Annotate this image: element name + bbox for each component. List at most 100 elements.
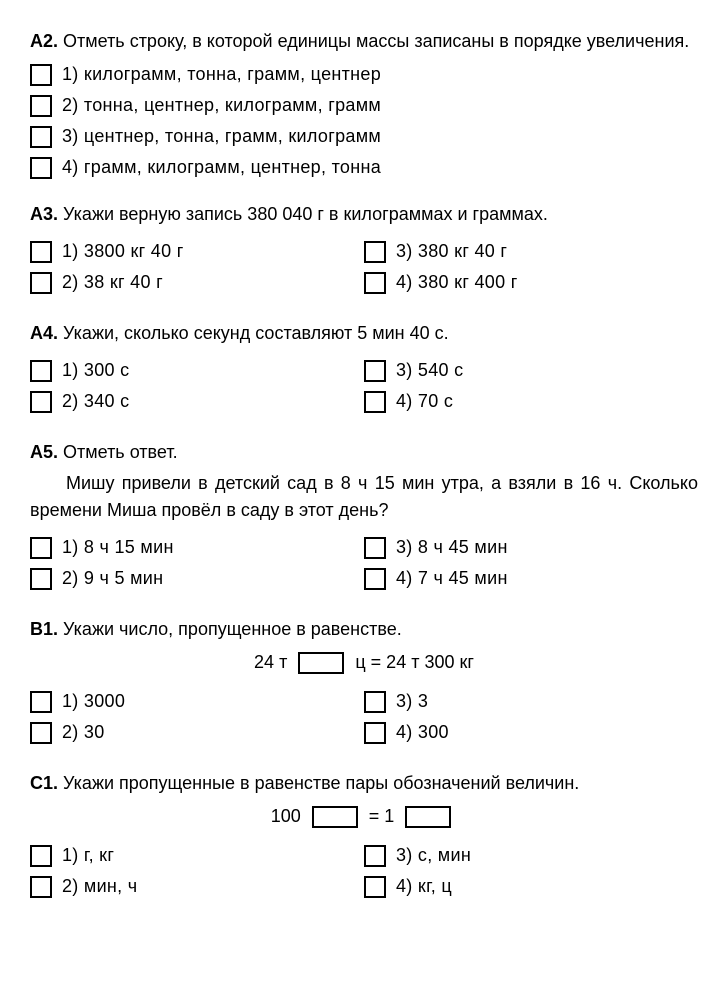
option-row: 1) 8 ч 15 мин [30, 534, 364, 561]
checkbox[interactable] [30, 876, 52, 898]
question-label: А3. [30, 204, 58, 224]
checkbox[interactable] [30, 157, 52, 179]
checkbox[interactable] [30, 845, 52, 867]
checkbox[interactable] [30, 95, 52, 117]
blank-box[interactable] [312, 806, 358, 828]
checkbox[interactable] [30, 360, 52, 382]
options-col-left: 1) 3000 2) 30 [30, 684, 364, 750]
option-row: 2) 340 с [30, 388, 364, 415]
option-text: 3) 8 ч 45 мин [396, 534, 508, 561]
option-row: 3) 8 ч 45 мин [364, 534, 698, 561]
question-label: А4. [30, 323, 58, 343]
question-text: Укажи, сколько секунд составляют 5 мин 4… [63, 323, 449, 343]
checkbox[interactable] [30, 126, 52, 148]
checkbox[interactable] [30, 691, 52, 713]
option-text: 2) 340 с [62, 388, 129, 415]
blank-box[interactable] [405, 806, 451, 828]
option-row: 1) 3800 кг 40 г [30, 238, 364, 265]
equation-before: 24 т [254, 652, 287, 672]
checkbox[interactable] [30, 537, 52, 559]
question-label: В1. [30, 619, 58, 639]
question-head: А4. Укажи, сколько секунд составляют 5 м… [30, 320, 698, 347]
option-row: 4) кг, ц [364, 873, 698, 900]
options-col-left: 1) 300 с 2) 340 с [30, 353, 364, 419]
checkbox[interactable] [364, 722, 386, 744]
checkbox[interactable] [364, 537, 386, 559]
checkbox[interactable] [30, 722, 52, 744]
option-text: 1) 3800 кг 40 г [62, 238, 184, 265]
question-a2: А2. Отметь строку, в которой единицы мас… [30, 28, 698, 181]
option-text: 2) 9 ч 5 мин [62, 565, 163, 592]
options-col-right: 3) с, мин 4) кг, ц [364, 838, 698, 904]
question-label: А2. [30, 31, 58, 51]
option-row: 3) 540 с [364, 357, 698, 384]
option-text: 1) г, кг [62, 842, 114, 869]
options: 1) 3000 2) 30 3) 3 4) 300 [30, 684, 698, 750]
option-row: 4) 70 с [364, 388, 698, 415]
option-row: 1) 3000 [30, 688, 364, 715]
checkbox[interactable] [364, 568, 386, 590]
option-text: 4) 7 ч 45 мин [396, 565, 508, 592]
options-col-right: 3) 8 ч 45 мин 4) 7 ч 45 мин [364, 530, 698, 596]
checkbox[interactable] [364, 391, 386, 413]
checkbox[interactable] [30, 272, 52, 294]
option-text: 1) 3000 [62, 688, 125, 715]
question-a4: А4. Укажи, сколько секунд составляют 5 м… [30, 320, 698, 419]
question-head: А5. Отметь ответ. Мишу привели в детский… [30, 439, 698, 524]
checkbox[interactable] [364, 272, 386, 294]
options-col-right: 3) 540 с 4) 70 с [364, 353, 698, 419]
option-row: 3) 380 кг 40 г [364, 238, 698, 265]
checkbox[interactable] [364, 691, 386, 713]
option-row: 4) 7 ч 45 мин [364, 565, 698, 592]
option-row: 3) центнер, тонна, грамм, килограмм [30, 123, 698, 150]
checkbox[interactable] [364, 876, 386, 898]
checkbox[interactable] [30, 391, 52, 413]
option-row: 1) 300 с [30, 357, 364, 384]
checkbox[interactable] [30, 241, 52, 263]
equation-line: 100 = 1 [30, 803, 698, 830]
options: 1) г, кг 2) мин, ч 3) с, мин 4) кг, ц [30, 838, 698, 904]
option-text: 1) 300 с [62, 357, 129, 384]
option-text: 2) 38 кг 40 г [62, 269, 163, 296]
option-text: 1) килограмм, тонна, грамм, центнер [62, 61, 381, 88]
options-col-right: 3) 380 кг 40 г 4) 380 кг 400 г [364, 234, 698, 300]
question-text: Отметь ответ. [63, 442, 178, 462]
option-text: 3) 3 [396, 688, 428, 715]
options: 1) килограмм, тонна, грамм, центнер 2) т… [30, 61, 698, 181]
checkbox[interactable] [30, 64, 52, 86]
option-text: 4) 380 кг 400 г [396, 269, 518, 296]
option-text: 2) тонна, центнер, килограмм, грамм [62, 92, 381, 119]
option-row: 3) 3 [364, 688, 698, 715]
options-col-left: 1) 3800 кг 40 г 2) 38 кг 40 г [30, 234, 364, 300]
option-row: 4) 380 кг 400 г [364, 269, 698, 296]
option-text: 4) 70 с [396, 388, 453, 415]
option-text: 4) кг, ц [396, 873, 452, 900]
option-row: 4) 300 [364, 719, 698, 746]
question-a5: А5. Отметь ответ. Мишу привели в детский… [30, 439, 698, 596]
blank-box[interactable] [298, 652, 344, 674]
question-head: С1. Укажи пропущенные в равенстве пары о… [30, 770, 698, 797]
option-row: 3) с, мин [364, 842, 698, 869]
question-text: Отметь строку, в которой единицы массы з… [63, 31, 689, 51]
question-label: А5. [30, 442, 58, 462]
option-row: 2) 30 [30, 719, 364, 746]
question-text: Укажи число, пропущенное в равенстве. [63, 619, 402, 639]
option-text: 1) 8 ч 15 мин [62, 534, 174, 561]
question-head: А3. Укажи верную запись 380 040 г в кило… [30, 201, 698, 228]
question-head: В1. Укажи число, пропущенное в равенстве… [30, 616, 698, 643]
option-row: 2) 38 кг 40 г [30, 269, 364, 296]
checkbox[interactable] [364, 360, 386, 382]
question-label: С1. [30, 773, 58, 793]
question-b1: В1. Укажи число, пропущенное в равенстве… [30, 616, 698, 750]
equation-line: 24 т ц = 24 т 300 кг [30, 649, 698, 676]
checkbox[interactable] [364, 241, 386, 263]
options: 1) 300 с 2) 340 с 3) 540 с 4) 70 с [30, 353, 698, 419]
option-row: 2) тонна, центнер, килограмм, грамм [30, 92, 698, 119]
option-text: 2) 30 [62, 719, 105, 746]
checkbox[interactable] [364, 845, 386, 867]
question-text: Укажи пропущенные в равенстве пары обозн… [63, 773, 579, 793]
question-c1: С1. Укажи пропущенные в равенстве пары о… [30, 770, 698, 904]
checkbox[interactable] [30, 568, 52, 590]
question-a3: А3. Укажи верную запись 380 040 г в кило… [30, 201, 698, 300]
option-row: 1) килограмм, тонна, грамм, центнер [30, 61, 698, 88]
